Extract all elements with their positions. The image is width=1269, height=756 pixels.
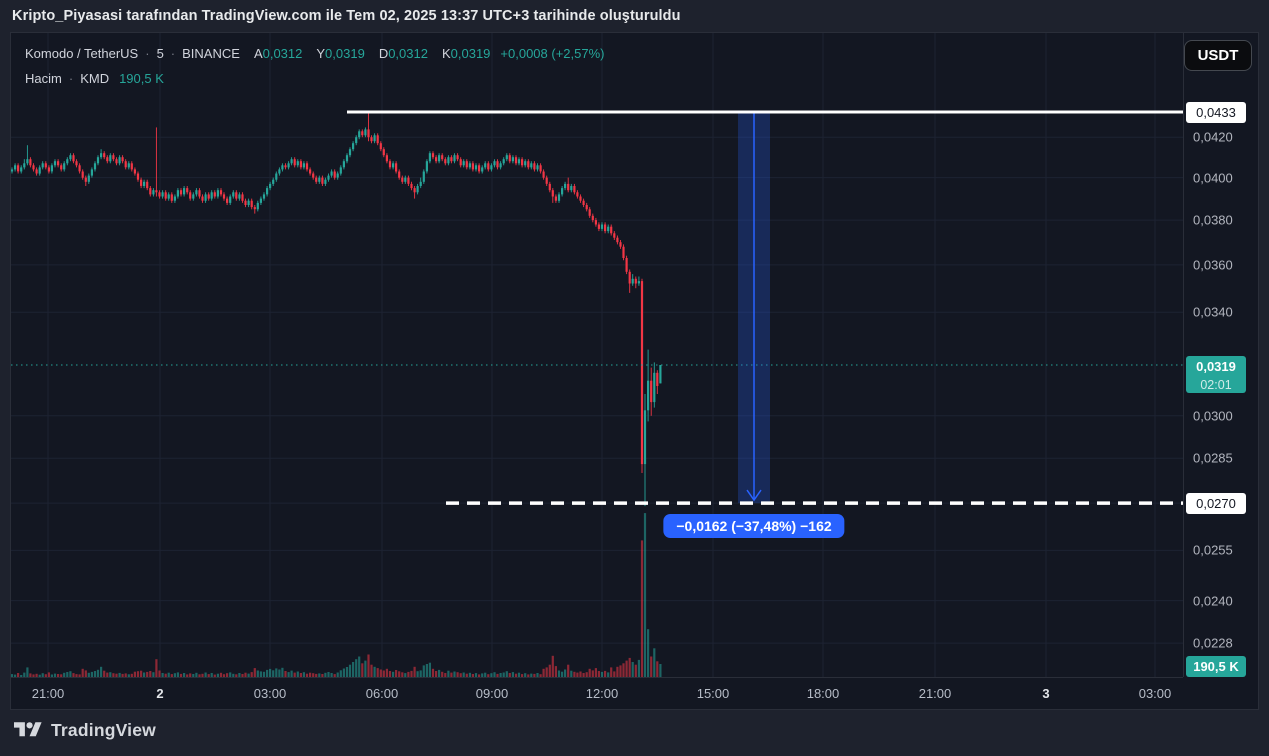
time-tick-label: 18:00 [806,686,840,701]
ohlc-open: A0,0312 [253,46,303,61]
legend-volume-row: Hacim · KMD 190,5 K [25,66,604,91]
tradingview-logo-icon [14,719,42,741]
attribution-text: Kripto_Piyasasi tarafından TradingView.c… [12,8,681,24]
price-tick-label: 0,0420 [1193,129,1233,145]
chart-plot-area[interactable]: −0,0162 (−37,48%) −162 [11,33,1183,677]
currency-toggle-button[interactable]: USDT [1184,40,1252,71]
time-tick-label: 09:00 [475,686,509,701]
current-price-value: 0,0319 [1196,359,1236,374]
interval-label: 5 [156,46,164,61]
time-tick-label: 3 [1042,686,1050,701]
time-tick-label: 15:00 [696,686,730,701]
volume-series [11,513,662,677]
legend-separator: · [68,71,74,86]
bar-countdown: 02:01 [1200,378,1232,392]
high-price-label: 0,0433 [1186,101,1246,123]
time-tick-label: 12:00 [585,686,619,701]
current-price-label: 0,0319 02:01 [1186,356,1246,393]
footer-branding[interactable]: TradingView [14,719,156,741]
measure-tool-label[interactable]: −0,0162 (−37,48%) −162 [663,514,845,538]
tradingview-wordmark: TradingView [51,719,156,740]
time-tick-label: 06:00 [365,686,399,701]
grid [11,33,1183,677]
candlestick-chart[interactable] [11,33,1183,677]
volume-value: 190,5 K [119,71,164,86]
time-tick-label: 21:00 [918,686,952,701]
legend-separator: · [170,46,176,61]
legend-separator: · [145,46,150,61]
legend-symbol-row: Komodo / TetherUS · 5 · BINANCE A0,0312 … [25,41,604,66]
low-price-label: 0,0270 [1186,492,1246,514]
price-tick-label: 0,0255 [1193,542,1233,558]
price-tick-label: 0,0400 [1193,170,1233,186]
ohlc-high: Y0,0319 [316,46,365,61]
chart-legend: Komodo / TetherUS · 5 · BINANCE A0,0312 … [25,41,604,91]
measure-tool[interactable] [738,112,770,504]
ohlc-close: K0,0319 [441,46,491,61]
volume-axis-label: 190,5 K [1186,656,1246,677]
change-value: +0,0008 (+2,57%) [500,46,605,61]
time-tick-label: 03:00 [1138,686,1172,701]
candle-series [11,112,662,507]
time-tick-label: 21:00 [31,686,65,701]
price-tick-label: 0,0285 [1193,450,1233,466]
price-tick-label: 0,0380 [1193,212,1233,228]
ohlc-low: D0,0312 [378,46,428,61]
price-tick-label: 0,0340 [1193,304,1233,320]
volume-label: Hacim [25,71,62,86]
price-tick-label: 0,0228 [1193,635,1233,651]
time-tick-label: 2 [156,686,164,701]
attribution-bar: Kripto_Piyasasi tarafından TradingView.c… [0,0,1269,32]
chart-panel: −0,0162 (−37,48%) −162 Komodo / TetherUS… [10,32,1259,710]
time-axis[interactable]: 21:00 2 03:00 06:00 09:00 12:00 15:00 18:00 21:0… [11,677,1183,709]
price-tick-label: 0,0360 [1193,257,1233,273]
price-tick-label: 0,0240 [1193,593,1233,609]
price-tick-label: 0,0300 [1193,408,1233,424]
time-tick-label: 03:00 [253,686,287,701]
symbol-title: Komodo / TetherUS [25,46,139,61]
price-axis[interactable]: 0,0433 0,0270 0,0319 02:01 190,5 K 0,042… [1183,33,1258,677]
exchange-label: BINANCE [182,46,240,61]
volume-unit: KMD [80,71,110,86]
